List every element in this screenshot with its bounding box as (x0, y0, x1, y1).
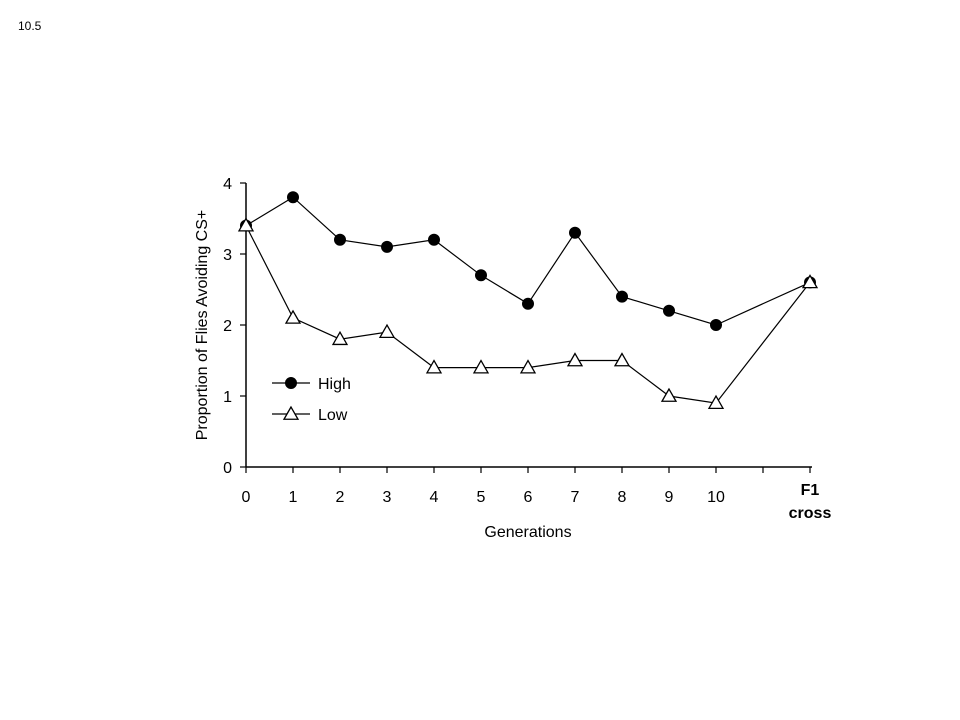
point-low-11 (801, 274, 819, 289)
series-line-high (245, 196, 811, 326)
point-low-6 (519, 359, 537, 374)
f1-cross-label-line2: cross (789, 505, 832, 522)
x-tick-label-7: 7 (571, 489, 580, 506)
point-high-9 (663, 304, 675, 317)
point-high-10 (710, 319, 722, 331)
axes (245, 183, 812, 468)
x-tick-label-3: 3 (383, 489, 392, 506)
legend-label-low: Low (318, 407, 348, 424)
x-tick-label-6: 6 (524, 489, 533, 506)
y-tick-label-0: 0 (223, 460, 232, 477)
x-axis-title: Generations (484, 524, 571, 541)
point-low-2 (331, 330, 349, 346)
y-tick-label-4: 4 (223, 176, 232, 193)
point-high-7 (569, 226, 581, 239)
series-lines (245, 196, 811, 404)
y-tick-label-2: 2 (223, 318, 232, 335)
x-tick-label-10: 10 (707, 489, 725, 506)
x-tick-label-9: 9 (665, 489, 674, 506)
point-low-4 (425, 359, 443, 374)
point-high-6 (522, 297, 534, 310)
point-high-4 (428, 233, 440, 246)
y-tick-label-1: 1 (223, 389, 232, 406)
f1-cross-label-line1: F1 (801, 482, 820, 499)
x-tick-label-2: 2 (336, 489, 345, 506)
series-markers (237, 191, 819, 410)
point-high-5 (475, 269, 487, 282)
legend-label-high: High (318, 376, 351, 393)
point-low-1 (284, 309, 302, 324)
point-high-8 (616, 290, 628, 303)
point-low-9 (660, 387, 678, 402)
legend-marker-high (285, 377, 297, 389)
point-low-0 (237, 217, 255, 232)
axis-ticks: 0 1 2 3 4 0 1 2 3 4 5 6 7 8 9 10 (223, 176, 811, 506)
point-low-10 (707, 394, 725, 410)
point-high-3 (381, 240, 393, 253)
point-low-5 (472, 359, 490, 374)
legend: High Low (272, 376, 351, 424)
y-tick-label-3: 3 (223, 247, 232, 264)
x-tick-label-0: 0 (242, 489, 251, 506)
point-high-2 (334, 233, 346, 246)
x-tick-label-5: 5 (477, 489, 486, 506)
legend-marker-low (282, 405, 300, 420)
point-high-1 (287, 191, 299, 204)
slide-number: 10.5 (18, 19, 42, 33)
x-tick-label-4: 4 (430, 489, 439, 506)
point-low-3 (378, 323, 396, 339)
x-tick-label-1: 1 (289, 489, 298, 506)
y-axis-title: Proportion of Flies Avoiding CS+ (194, 210, 211, 441)
point-low-7 (566, 352, 584, 367)
series-line-low (245, 225, 811, 404)
x-tick-label-8: 8 (618, 489, 627, 506)
point-low-8 (613, 352, 631, 367)
